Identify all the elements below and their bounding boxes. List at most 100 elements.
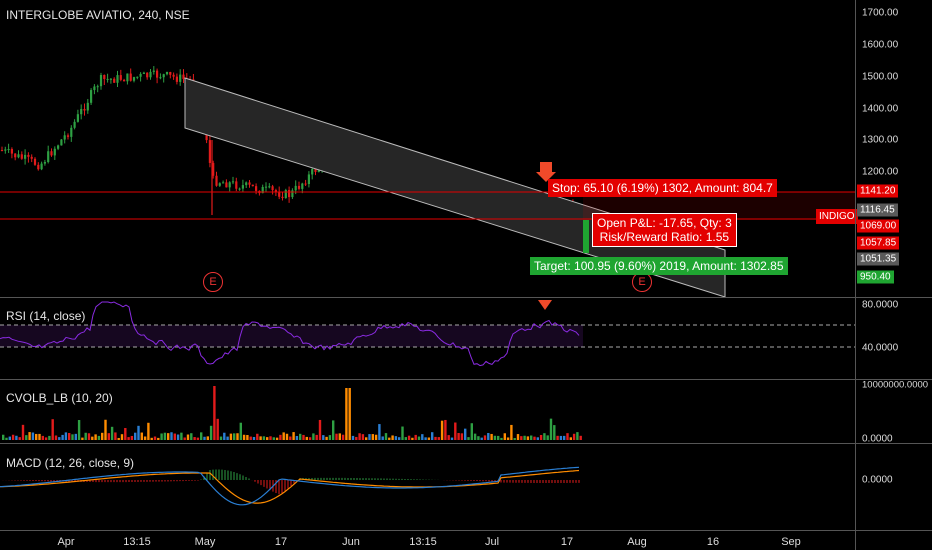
stop-loss-label[interactable]: Stop: 65.10 (6.19%) 1302, Amount: 804.7 <box>548 179 777 197</box>
target-label[interactable]: Target: 100.95 (9.60%) 2019, Amount: 130… <box>530 257 788 275</box>
price-tick: 1700.00 <box>862 7 899 19</box>
volume-bar <box>219 436 223 440</box>
time-tick: 16 <box>706 536 720 548</box>
volume-bar <box>140 432 143 440</box>
volume-bar <box>431 432 434 440</box>
volume-bar <box>483 435 487 440</box>
price-axis[interactable]: 1700.00 1600.00 1500.00 1400.00 1300.00 … <box>855 0 932 550</box>
candle-body <box>304 183 307 185</box>
pane-separator[interactable] <box>0 443 932 444</box>
candle-body <box>30 156 33 159</box>
candle-body <box>175 76 178 82</box>
candle-body <box>162 74 165 78</box>
volume-bar <box>440 420 444 440</box>
volume-bar <box>269 436 272 440</box>
volume-bar <box>2 434 5 440</box>
volume-pane[interactable]: CVOLB_LB (10, 20) <box>0 380 855 443</box>
candle-body <box>106 78 109 80</box>
volume-bar <box>167 433 170 440</box>
volume-tick: 0.0000 <box>862 433 893 445</box>
volume-bar <box>351 435 355 440</box>
volume-bar <box>117 437 120 440</box>
volume-bar <box>328 435 332 440</box>
volume-bar <box>18 437 21 440</box>
volume-bar <box>120 434 124 440</box>
volume-bar <box>308 437 312 440</box>
volume-bar <box>104 419 107 440</box>
volume-tick: 10000000.0000 <box>862 379 929 391</box>
volume-bar <box>338 433 341 440</box>
volume-bar <box>566 433 569 440</box>
candle-body <box>222 182 225 184</box>
volume-bar <box>279 434 282 440</box>
candle-body <box>136 76 139 78</box>
volume-bar <box>262 436 266 440</box>
volume-bar <box>345 388 348 440</box>
volume-bar <box>490 433 493 440</box>
candle-body <box>238 188 241 190</box>
volume-bar <box>193 437 196 440</box>
candle-body <box>96 86 99 88</box>
candle-body <box>66 135 70 137</box>
candle-body <box>14 153 17 158</box>
candle-body <box>156 70 159 78</box>
pane-separator[interactable] <box>0 379 932 380</box>
volume-bar <box>206 436 209 440</box>
price-tick: 1500.00 <box>862 71 899 83</box>
pane-separator[interactable] <box>0 297 932 298</box>
volume-bar <box>292 432 295 440</box>
volume-bar <box>549 418 553 440</box>
candle-body <box>146 72 149 78</box>
price-pane[interactable]: INTERGLOBE AVIATIO, 240, NSE E E Stop: 6… <box>0 0 858 297</box>
candle-body <box>152 70 155 72</box>
candle-body <box>142 72 145 74</box>
candle-body <box>83 109 86 111</box>
volume-bar <box>275 437 279 440</box>
volume-bar <box>285 433 289 440</box>
rsi-chart <box>0 300 855 367</box>
volume-bar <box>302 434 305 440</box>
symbol-tag: INDIGO <box>816 209 858 224</box>
volume-bar <box>312 433 315 440</box>
volume-bar <box>213 386 216 440</box>
volume-bar <box>374 434 378 440</box>
candle-body <box>73 121 76 128</box>
volume-bar <box>477 436 480 440</box>
candle-body <box>208 140 211 163</box>
open-pnl-label[interactable]: Open P&L: -17.65, Qty: 3 Risk/Reward Rat… <box>592 213 737 247</box>
volume-bar <box>348 388 351 440</box>
candle-body <box>33 158 37 165</box>
volume-bar <box>68 433 71 440</box>
volume-bar <box>91 436 94 440</box>
macd-pane[interactable]: MACD (12, 26, close, 9) <box>0 444 855 530</box>
earnings-marker-1[interactable]: E <box>203 272 223 292</box>
volume-bar <box>190 433 193 440</box>
candle-body <box>109 78 112 80</box>
volume-bar <box>563 435 566 440</box>
volume-bar <box>242 434 246 440</box>
volume-bar <box>58 437 61 440</box>
price-chart[interactable] <box>0 0 855 297</box>
chart-title: INTERGLOBE AVIATIO, 240, NSE <box>6 8 190 22</box>
volume-bar <box>411 437 414 440</box>
candle-body <box>255 186 258 191</box>
volume-bar <box>341 434 345 440</box>
volume-bar <box>510 424 513 440</box>
volume-bar <box>8 436 11 440</box>
candle-body <box>0 150 4 151</box>
candle-body <box>24 154 27 159</box>
candle-body <box>123 79 126 82</box>
volume-bar <box>391 435 394 440</box>
earnings-marker-2[interactable]: E <box>632 272 652 292</box>
volume-bar <box>289 436 292 440</box>
volume-bar <box>533 436 536 440</box>
volume-bar <box>203 436 206 440</box>
volume-bar <box>272 437 275 440</box>
volume-bar <box>282 432 285 440</box>
volume-bar <box>516 434 520 440</box>
volume-bar <box>497 435 500 440</box>
rsi-pane[interactable]: RSI (14, close) <box>0 298 855 379</box>
price-tick: 1200.00 <box>862 166 899 178</box>
time-tick: Aug <box>627 536 647 548</box>
volume-bar <box>295 436 299 440</box>
